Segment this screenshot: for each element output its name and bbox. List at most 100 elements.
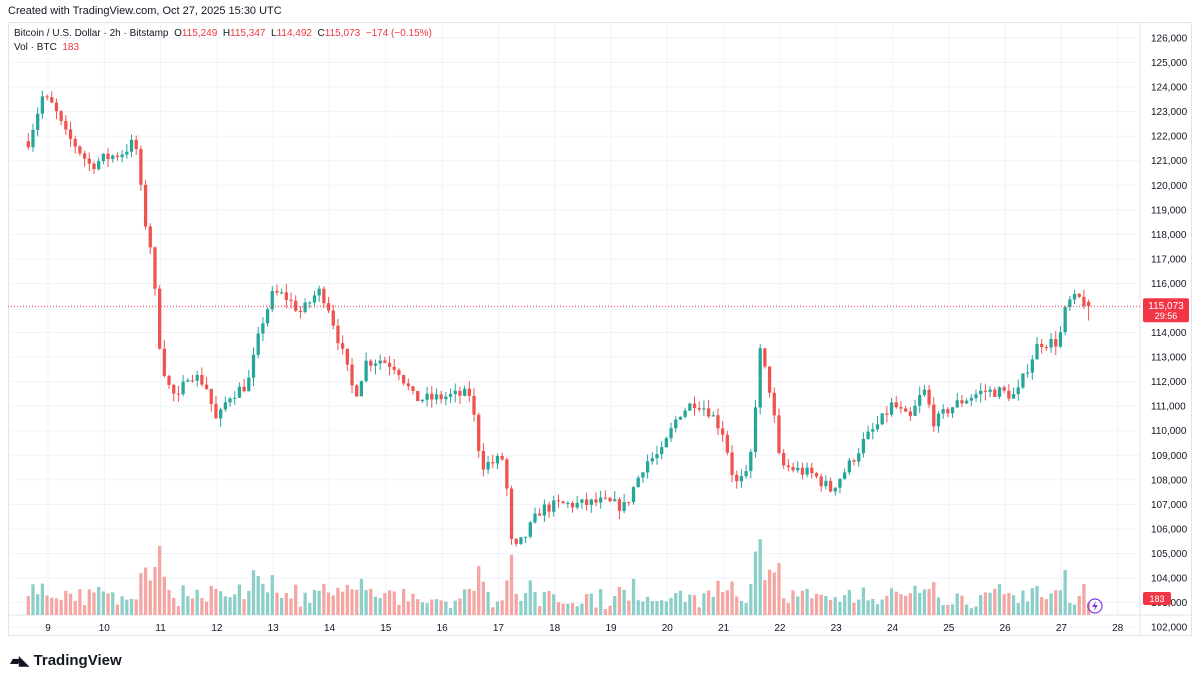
volume-bar	[162, 576, 166, 615]
volume-bar	[158, 545, 162, 615]
volume-bar	[219, 591, 223, 615]
volume-bar	[298, 606, 303, 615]
candle-body	[247, 377, 251, 392]
volume-bar	[486, 591, 490, 615]
volume-bar	[139, 573, 143, 615]
volume-bar	[580, 603, 584, 615]
candle-body	[350, 364, 354, 386]
candle-body	[613, 499, 617, 502]
volume-bar	[1021, 590, 1025, 615]
volume-bar	[228, 597, 232, 615]
volume-bar	[692, 595, 697, 615]
candle-body	[200, 374, 204, 385]
volume-bar	[669, 598, 673, 615]
candle-body	[589, 499, 593, 505]
candle-body	[101, 153, 106, 162]
volume-bar	[420, 602, 425, 615]
candle-body	[688, 403, 692, 411]
candle-body	[650, 458, 654, 462]
volume-bar	[312, 589, 317, 615]
volume-bar	[134, 599, 138, 615]
candle-body	[1002, 387, 1006, 391]
volume-bar	[64, 590, 68, 615]
tradingview-logo[interactable]: ▰◣ TradingView	[10, 652, 122, 669]
candle-body	[908, 411, 912, 416]
candle-body	[1044, 347, 1049, 349]
volume-bar	[575, 606, 579, 615]
volume-bar	[786, 603, 790, 615]
candle-body	[195, 374, 199, 381]
candle-body	[852, 460, 856, 462]
volume-bar	[533, 591, 537, 615]
volume-bar	[233, 594, 237, 615]
candle-body	[974, 394, 978, 398]
bar-countdown: 29:56	[1155, 311, 1178, 321]
volume-bar	[528, 580, 532, 615]
candle-body	[209, 388, 213, 404]
candle-body	[462, 388, 467, 396]
volume-bar	[181, 585, 185, 615]
candle-body	[627, 502, 631, 504]
volume-bar	[101, 591, 106, 615]
candle-body	[139, 149, 143, 185]
volume-bar	[730, 581, 734, 615]
volume-bar	[87, 589, 91, 615]
candle-body	[655, 454, 659, 459]
volume-bar	[326, 592, 331, 615]
volume-bar	[45, 595, 49, 615]
candle-body	[692, 403, 697, 409]
candle-body	[294, 300, 298, 311]
candle-body	[631, 487, 636, 503]
candle-body	[345, 348, 349, 365]
candle-body	[523, 536, 528, 538]
volume-bar	[566, 603, 570, 615]
volume-bar	[838, 601, 842, 615]
volume-bar	[655, 601, 659, 615]
candle-body	[758, 348, 762, 408]
volume-bar	[514, 593, 518, 615]
candle-body	[988, 389, 992, 392]
candle-body	[1077, 293, 1081, 297]
volume-bar	[190, 598, 195, 615]
candle-body	[303, 302, 307, 312]
candle-body	[1021, 373, 1025, 388]
candle-body	[401, 375, 406, 384]
candle-body	[791, 467, 795, 471]
price-tick-label: 105,000	[1151, 549, 1188, 560]
volume-bar	[688, 594, 692, 615]
volume-bar	[613, 596, 617, 615]
candle-body	[838, 478, 842, 488]
open-value: 115,249	[181, 28, 218, 39]
candle-body	[265, 309, 270, 324]
candle-body	[805, 467, 809, 475]
candle-body	[664, 438, 669, 448]
candle-body	[739, 476, 744, 482]
volume-bar	[383, 593, 387, 615]
candle-body	[1035, 343, 1039, 360]
candle-body	[735, 474, 739, 482]
volume-bar	[195, 589, 199, 615]
candle-body	[134, 139, 138, 150]
candle-body	[45, 96, 49, 98]
candle-body	[97, 161, 101, 170]
candle-body	[955, 400, 959, 408]
volume-bar	[500, 600, 504, 615]
volume-bar	[247, 590, 251, 615]
date-tick-label: 26	[1000, 623, 1012, 634]
volume-bar	[1044, 599, 1049, 615]
price-tick-label: 119,000	[1151, 205, 1187, 216]
candle-body	[932, 404, 936, 427]
volume-bar	[772, 572, 776, 615]
candle-body	[369, 360, 373, 366]
candle-body	[481, 450, 486, 470]
volume-bar	[913, 585, 917, 615]
volume-line: Vol · BTC 183	[14, 41, 432, 55]
candle-body	[946, 409, 950, 414]
volume-bar	[561, 603, 565, 615]
volume-bar	[955, 593, 959, 615]
volume-bar	[922, 589, 927, 615]
volume-bar	[350, 589, 354, 615]
volume-bar	[303, 592, 307, 615]
candle-body	[500, 456, 504, 460]
